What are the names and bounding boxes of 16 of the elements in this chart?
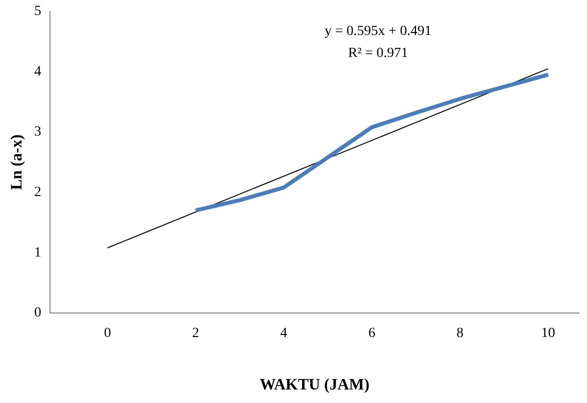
y-tick-label: 5: [34, 4, 42, 20]
annotation: R² = 0.971: [348, 46, 408, 62]
x-axis-title: WAKTU (JAM): [260, 376, 370, 394]
x-tick-label: 0: [104, 326, 111, 342]
annotation: y = 0.595x + 0.491: [324, 24, 432, 40]
y-tick-label: 4: [34, 64, 42, 80]
y-tick-label: 1: [34, 245, 42, 260]
x-tick-label: 2: [192, 326, 200, 342]
y-tick-label: 2: [34, 185, 42, 200]
x-tick-label: 10: [541, 326, 556, 342]
x-tick-label: 4: [280, 326, 288, 342]
y-axis-title: Ln (a-x): [8, 134, 26, 190]
y-tick-label: 0: [34, 306, 42, 321]
y-tick-label: 3: [34, 124, 42, 140]
x-tick-label: 8: [456, 326, 464, 342]
x-tick-label: 6: [368, 326, 376, 342]
